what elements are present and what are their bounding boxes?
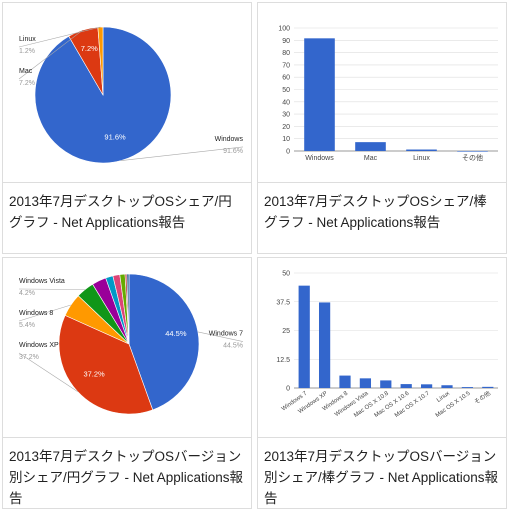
x-tick-label: その他	[462, 153, 483, 162]
bar	[380, 380, 392, 388]
card: 0 12.5 25 37.5 50 Windows 7 Windows XP Windows …	[257, 257, 507, 509]
bar	[318, 302, 331, 388]
slice-value: 37.2%	[19, 354, 39, 361]
y-tick-label: 0	[286, 386, 290, 393]
card: 91.6% Windows 91.6% 7.2% Linux 1.2% Mac 7.2% 201…	[2, 2, 252, 254]
x-tick-label: Mac OS X 10.7	[394, 390, 431, 419]
slice-value: 7.2%	[19, 80, 35, 87]
bar	[420, 384, 433, 388]
bar	[457, 151, 488, 152]
y-tick-label: 100	[278, 26, 290, 33]
y-tick-label: 37.5	[276, 299, 290, 306]
bar	[339, 375, 351, 388]
pie-slice	[97, 26, 104, 96]
card: 44.5% Windows 7 44.5% 37.2% Windows Vista 4.2…	[2, 257, 252, 509]
slice-value: 91.6%	[223, 148, 243, 155]
slice-label: 37.2%	[83, 369, 105, 378]
leader	[18, 352, 78, 392]
chart: 44.5% Windows 7 44.5% 37.2% Windows Vista 4.2…	[18, 273, 244, 415]
x-tick-label: Windows	[305, 155, 334, 162]
slice-name: Windows 8	[19, 310, 53, 317]
slice-value: 4.2%	[19, 290, 35, 297]
y-tick-label: 20	[282, 124, 290, 131]
slice-name: Linux	[19, 36, 36, 43]
bar	[298, 285, 310, 388]
y-tick-label: 70	[282, 62, 290, 69]
slice-name: Windows	[215, 136, 244, 143]
y-tick-label: 10	[282, 136, 290, 143]
y-tick-label: 50	[282, 271, 290, 278]
y-tick-label: 50	[282, 87, 290, 94]
x-tick-label: Linux	[436, 391, 451, 404]
x-tick-label: Mac OS X 10.6	[374, 390, 411, 419]
slice-label: 91.6%	[104, 133, 126, 142]
caption[interactable]: 2013年7月デスクトップOSシェア/棒グラフ - Net Applicatio…	[258, 182, 506, 241]
leader	[18, 29, 83, 80]
slice-name: Windows 7	[209, 331, 243, 338]
leader	[197, 331, 244, 342]
y-tick-label: 30	[282, 112, 290, 119]
y-tick-label: 90	[282, 38, 290, 45]
leader	[18, 304, 71, 322]
y-tick-label: 0	[286, 149, 290, 156]
chart: 0 10 20 30 40 50 60 70 80 90 100 Windows Mac Linux その他	[278, 26, 498, 162]
pie-slice	[58, 314, 154, 415]
leader	[18, 288, 86, 290]
slice-label: 44.5%	[165, 329, 187, 338]
y-tick-label: 12.5	[276, 357, 290, 364]
y-tick-label: 40	[282, 99, 290, 106]
caption[interactable]: 2013年7月デスクトップOSシェア/円グラフ - Net Applicatio…	[3, 182, 251, 241]
card: 0 10 20 30 40 50 60 70 80 90 100 Windows Mac Linux その他…	[257, 2, 507, 254]
pie-slice	[126, 273, 130, 345]
x-tick-label: Linux	[413, 155, 430, 162]
bar	[441, 385, 453, 388]
slice-value: 5.4%	[19, 322, 35, 329]
bar	[400, 384, 412, 388]
x-tick-label: その他	[473, 389, 492, 406]
pie-slice	[128, 273, 200, 411]
slice-name: Windows Vista	[19, 278, 65, 285]
y-tick-label: 80	[282, 50, 290, 57]
x-tick-label: Mac OS X 10.5	[435, 390, 472, 419]
slice-name: Windows XP	[19, 342, 59, 349]
slice-value: 1.2%	[19, 48, 35, 55]
slice-name: Mac	[19, 68, 33, 75]
caption[interactable]: 2013年7月デスクトップOSバージョン別シェア/円グラフ - Net Appl…	[3, 437, 251, 517]
bar	[406, 149, 437, 151]
leader	[18, 26, 101, 48]
y-tick-label: 25	[282, 328, 290, 335]
x-tick-label: Mac	[364, 155, 378, 162]
bar	[355, 142, 386, 151]
slice-value: 44.5%	[223, 343, 243, 350]
y-tick-label: 60	[282, 75, 290, 82]
chart: 91.6% Windows 91.6% 7.2% Linux 1.2% Mac 7.2%	[18, 26, 244, 164]
leader	[120, 146, 244, 161]
caption[interactable]: 2013年7月デスクトップOSバージョン別シェア/棒グラフ - Net Appl…	[258, 437, 506, 517]
x-tick-label: Mac OS X 10.8	[353, 390, 390, 419]
bar	[482, 386, 494, 388]
bar	[304, 38, 335, 151]
bar	[461, 387, 474, 388]
slice-label: 7.2%	[81, 44, 98, 53]
bar	[359, 378, 372, 388]
